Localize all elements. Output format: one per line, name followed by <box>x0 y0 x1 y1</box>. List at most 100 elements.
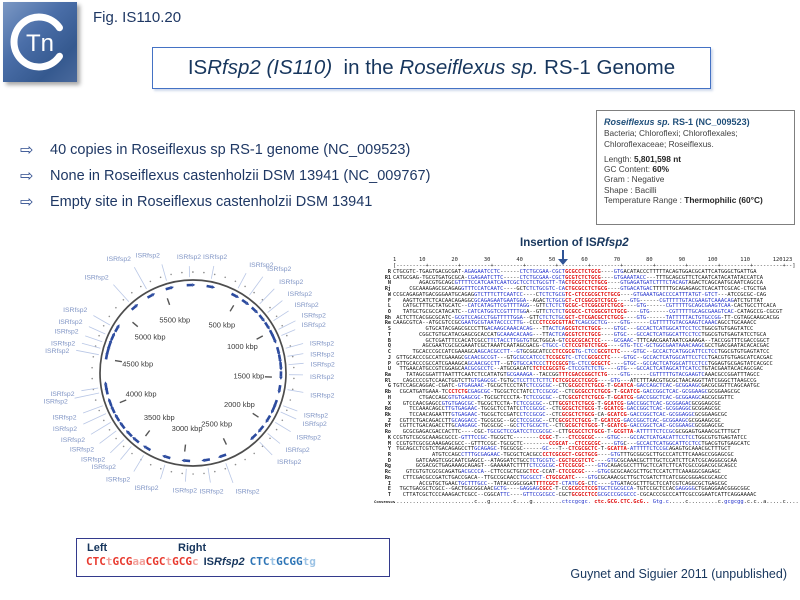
is-copy-label: ISRfsp2 <box>288 291 312 298</box>
is-copy-label: ISRfsp2 <box>279 279 303 286</box>
alignment-row: Y TGCAGCCTCGTCTGACAGAGCCTTGCAGAGC-TGCGCG… <box>374 446 800 453</box>
is-copy-label: ISRfsp2 <box>70 447 94 454</box>
is-copy-arrow <box>146 293 153 299</box>
row-label: Rn <box>384 474 391 481</box>
alignment-row: O TATGCTGCGCCATACATC--CATCATGGTCCGTTTTGG… <box>374 309 800 316</box>
alignment-row: R CTGCGTC-TGAGTGACGCGAT-AGAGAATCCTC------… <box>374 269 800 276</box>
row-label: Z <box>387 417 391 424</box>
bullet-item: ⇨ 40 copies in Roseiflexus sp RS-1 genome… <box>20 142 411 159</box>
kbp-label: 500 kbp <box>208 321 235 330</box>
is-copy-label: ISRfsp2 <box>295 302 319 309</box>
is-copy-label: ISRfsp2 <box>54 329 78 336</box>
alignment-row: I ACCGTGCTGAACTGCTTTGCC--TATACCGGCGGATTT… <box>374 480 800 488</box>
alignment-row: E TGCTGACGCTCGCC--GACTGGCGGCAACGCTG----G… <box>374 486 800 493</box>
is-copy-label: ISRfsp2 <box>302 313 326 320</box>
alignment-row: Rc GTCGTGTCGCGCAGATGACGCCCA--CTTCCGCTGCG… <box>374 469 800 476</box>
is-copy-label: ISRfsp2 <box>51 340 75 347</box>
row-label: S <box>387 326 391 333</box>
row-label: L <box>387 303 391 310</box>
is-copy-label: ISRfsp2 <box>45 348 69 355</box>
is-copy-label: ISRfsp2 <box>44 399 68 406</box>
row-label: E <box>387 486 391 493</box>
is-copy-label: ISRfsp2 <box>63 307 87 314</box>
row-label: Rj <box>384 286 391 293</box>
is-copy-arrow <box>105 388 109 395</box>
is-copy-arrow <box>111 407 116 414</box>
row-label: C <box>387 349 391 356</box>
is-copy-label: ISRfsp2 <box>177 254 201 261</box>
alignment-row: Rf CGTTCTGACAGACCTTGCAAGAGC-TGCGCGC--GCC… <box>374 424 800 430</box>
alignment-row: M CCGTGTCGCGCAAAGAGCGCC--GTTTCCGC-TGCGCT… <box>374 441 800 448</box>
row-label: Rh <box>384 314 391 321</box>
organism-fields: Length: 5,801,598 nt GC Content: 60% Gram … <box>604 154 787 205</box>
alignment-row: T CGGCTGTGCATACGAGCGCACCATGCAAACACAAG---… <box>374 332 800 339</box>
is-copy-arrow <box>164 455 171 460</box>
slide-title: ISRfsp2 (IS110) in the Roseiflexus sp. R… <box>187 56 676 79</box>
is-copy-arrow <box>266 414 272 421</box>
is-copy-arrow <box>275 346 280 353</box>
row-label: Rd <box>384 406 391 413</box>
row-label: Rb <box>384 389 391 396</box>
is-copy-label: ISRfsp2 <box>106 477 130 484</box>
bullet-item: ⇨ None in Roseiflexus castenholzii DSM 13… <box>20 168 431 185</box>
row-label: G <box>387 383 391 390</box>
alignment-row: T CTTATCGCTCCCAAAGACTCGCC--CGGCATTC----G… <box>374 492 800 499</box>
row-label: P <box>387 360 391 367</box>
alignment-row: X GTCCAACGAGCCGTGTGAGCGC-TGCGCTCCTA-TCTC… <box>374 401 800 408</box>
alignment-panel: Insertion of ISRfsp2 1 10 20 30 40 50 60… <box>374 237 800 507</box>
alignment-row: Rb CGCATGATGAAA-TCCCTCTGCGAGCGC-TGCGCTCC… <box>374 389 800 396</box>
row-label: Rk <box>384 411 391 418</box>
kbp-label: 5500 kbp <box>159 316 190 325</box>
alignment-row: W CCGCAGAGATGACGGGAATGCAGAGGTCTTTCTTCAATC… <box>374 292 800 299</box>
row-label: F <box>387 297 391 304</box>
row-label: B <box>387 337 391 344</box>
is-copy-arrow <box>104 384 108 391</box>
is-copy-arrow <box>277 354 282 361</box>
row-label: O <box>387 309 391 316</box>
is-copy-label: ISRfsp2 <box>277 459 301 466</box>
is-copy-label: ISRfsp2 <box>311 362 335 369</box>
row-label: T <box>387 492 391 499</box>
left-flank-header: Left <box>87 542 108 554</box>
alignment-row: R1 CATGCGAG-TGCGTGATGCGCA-CGAGAATCTTC----… <box>374 275 800 282</box>
is-copy-arrow <box>120 423 126 430</box>
row-label: I <box>387 480 391 487</box>
row-label: Consensus <box>374 498 396 504</box>
alignment-row: Rl CAGCCCCGTCCAACTGGTCTTGTGAGCGC-TGTGCTC… <box>374 377 800 385</box>
is-copy-label: ISRfsp2 <box>310 374 334 381</box>
is-copy-arrow <box>110 334 115 341</box>
is-copy-label: ISRfsp2 <box>81 457 105 464</box>
alignment-row: N AGACGTGCAGCGTTTTCCATCAATCAATCGCTCCTCTG… <box>374 281 800 287</box>
alignment-row: L CATGCTTTGCTATGCATC--CATCATAGTTCGTTTTAG… <box>374 303 800 310</box>
row-label: Rl <box>384 377 391 384</box>
alignment-row: B GCTCGATTTCCACATCGCCTTCTACCTTGGTGTGCTGG… <box>374 337 800 345</box>
row-label: H <box>387 394 391 401</box>
is-copy-label: ISRfsp2 <box>134 485 158 492</box>
is-copy-arrow <box>268 329 274 336</box>
organism-field: Temperature Range : Thermophilic (60°C) <box>604 195 763 206</box>
alignment-row: P GTTGCACCCGCCATCGAAAGCAGCAACGCCTT--GTGT… <box>374 360 800 368</box>
row-label: U <box>387 366 391 373</box>
is-copy-label: ISRfsp2 <box>235 489 259 496</box>
consensus-row: Consensus.........................c...g.… <box>374 498 800 505</box>
is-copy-arrow <box>258 314 264 321</box>
is-copy-arrow <box>104 353 109 360</box>
flanking-sequence: CTCtGCGaaCGCtGCGc ISRfsp2 CTCtGCGGtg <box>86 555 316 568</box>
credit-line: Guynet and Siguier 2011 (unpublished) <box>570 567 787 581</box>
arrow-bullet-icon: ⇨ <box>20 142 34 159</box>
alignment-row: R ATGTCCAGCCTTTGCGAGAAC-TGCGCTCACGCCCCTC… <box>374 452 800 459</box>
is-copy-label: ISRfsp2 <box>61 437 85 444</box>
organism-name: Roseiflexus sp. RS-1 (NC_009523) <box>604 117 750 127</box>
logo-c-ring <box>10 13 63 71</box>
alignment-row: Ro GCGCGAGACGACCACTTC----CGC-TGCGCTCCGAT… <box>374 429 800 436</box>
alignment-row: C TGCACCCGCCATCGAAAGCAAGCACGCCTT--GTGCGG… <box>374 349 800 356</box>
insertion-arrow <box>562 250 564 260</box>
is-copy-label: ISRfsp2 <box>199 489 223 496</box>
is-copy-arrow <box>220 453 227 458</box>
flanking-sequence-box: Left Right CTCtGCGaaCGCtGCGc ISRfsp2 CTCtG… <box>76 538 390 577</box>
title-box: ISRfsp2 (IS110) in the Roseiflexus sp. R… <box>152 47 711 89</box>
is-copy-arrow <box>133 438 140 444</box>
is-copy-label: ISRfsp2 <box>310 341 334 348</box>
alignment-row: Rd TCCAAACAGCCTTGTGAGAAC-TGCGCTCCTATCCTC… <box>374 406 800 413</box>
is-copy-arrow <box>206 284 213 289</box>
